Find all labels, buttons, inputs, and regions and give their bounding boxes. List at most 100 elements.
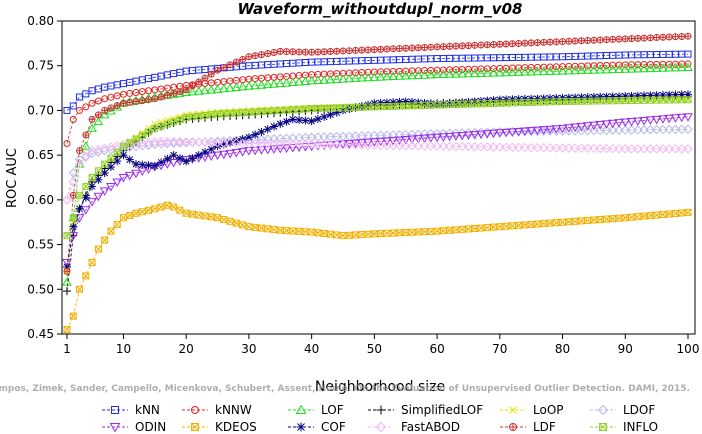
data-point <box>231 82 242 92</box>
data-point <box>645 144 656 154</box>
data-point <box>425 134 436 143</box>
data-point <box>294 139 304 149</box>
data-point <box>375 72 386 81</box>
data-point <box>194 137 204 147</box>
data-point <box>557 66 568 75</box>
data-point <box>570 143 580 153</box>
data-point <box>269 139 279 149</box>
data-point <box>658 124 668 135</box>
data-point <box>338 74 348 83</box>
data-point <box>653 211 661 219</box>
data-point <box>168 158 179 168</box>
data-point <box>82 103 90 111</box>
legend-label: LDF <box>533 420 556 434</box>
data-point <box>81 152 91 163</box>
data-point <box>515 39 523 47</box>
data-point <box>212 151 223 161</box>
data-point <box>495 142 505 152</box>
data-point <box>69 191 77 199</box>
data-point <box>551 125 562 134</box>
data-point <box>237 81 248 91</box>
data-point <box>601 143 612 154</box>
data-point <box>413 141 423 151</box>
data-point <box>256 80 267 89</box>
data-point <box>63 267 71 275</box>
data-point <box>132 97 140 105</box>
data-point <box>350 73 361 82</box>
data-point <box>201 109 209 117</box>
data-point <box>476 68 486 77</box>
data-point <box>533 220 541 228</box>
data-point <box>170 89 178 97</box>
data-point <box>426 141 436 151</box>
data-point <box>68 168 78 178</box>
data-point <box>469 68 480 78</box>
data-point <box>482 130 493 139</box>
data-point <box>589 121 599 131</box>
data-point <box>488 129 499 139</box>
data-point <box>596 36 604 44</box>
data-point <box>670 114 681 123</box>
data-point <box>132 133 140 141</box>
legend-item-odin: ODIN <box>102 420 166 434</box>
data-point <box>144 161 153 170</box>
data-point <box>251 108 259 116</box>
data-point <box>570 126 580 136</box>
data-point <box>614 64 624 73</box>
data-point <box>684 60 692 68</box>
data-point <box>220 216 228 224</box>
y-tick-label: 0.50 <box>27 282 54 296</box>
data-point <box>283 48 291 56</box>
data-point <box>502 222 510 230</box>
data-point <box>389 45 397 53</box>
data-point <box>659 96 667 104</box>
data-point <box>319 75 330 84</box>
data-point <box>520 127 530 137</box>
data-point <box>383 45 391 53</box>
data-point <box>80 141 91 150</box>
data-point <box>540 38 548 46</box>
x-axis: 1 10 20 30 40 50 60 70 80 90 100 <box>63 334 699 356</box>
data-point <box>333 47 341 55</box>
data-point <box>645 63 656 73</box>
y-tick-label: 0.65 <box>27 148 54 162</box>
data-point <box>237 148 248 157</box>
x-tick-label: 30 <box>241 342 256 356</box>
data-point <box>226 61 234 69</box>
data-point <box>168 137 179 147</box>
data-point <box>107 93 115 101</box>
data-point <box>132 135 140 143</box>
data-point <box>533 39 541 47</box>
data-point <box>358 46 366 54</box>
legend-item-ldof: LDOF <box>590 403 655 417</box>
data-point <box>257 127 266 136</box>
data-point <box>382 130 392 140</box>
data-point <box>68 232 79 241</box>
data-point <box>651 124 662 135</box>
data-point <box>200 137 210 147</box>
data-point <box>132 209 140 217</box>
data-point <box>521 39 529 47</box>
data-point <box>276 119 285 128</box>
data-point <box>632 63 643 73</box>
data-point <box>388 140 398 151</box>
data-point <box>313 75 323 85</box>
data-point <box>88 182 97 191</box>
data-point <box>119 142 127 150</box>
data-point <box>659 33 667 41</box>
data-point <box>93 192 104 202</box>
data-point <box>621 214 629 222</box>
data-point <box>645 116 656 125</box>
data-point <box>306 75 317 85</box>
data-point <box>664 63 675 72</box>
data-point <box>101 106 109 114</box>
data-point <box>344 140 354 150</box>
data-point <box>319 141 330 151</box>
data-point <box>565 37 573 45</box>
data-point <box>301 48 309 56</box>
data-point <box>577 37 585 45</box>
data-point <box>264 50 272 58</box>
data-point <box>314 48 322 56</box>
data-point <box>206 137 216 148</box>
data-point <box>413 70 424 79</box>
